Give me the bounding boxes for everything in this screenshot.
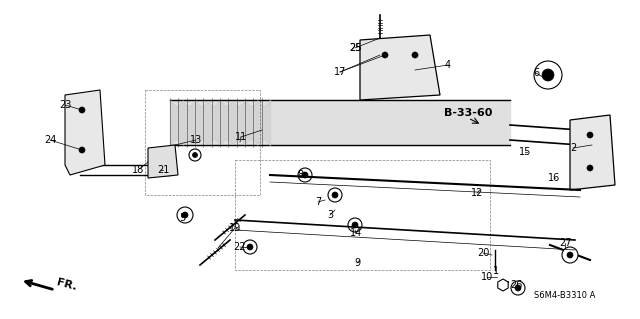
Polygon shape [498,279,508,291]
Text: 9: 9 [354,258,360,268]
Text: 27: 27 [559,238,572,248]
Text: 3: 3 [327,210,333,220]
Text: 16: 16 [548,173,560,183]
Circle shape [511,281,525,295]
Circle shape [587,165,593,171]
Text: 1: 1 [493,266,499,276]
Text: 25: 25 [349,43,361,53]
Text: 18: 18 [132,165,144,175]
Circle shape [534,61,562,89]
Text: 2: 2 [570,143,576,153]
Text: 22: 22 [234,242,246,252]
Circle shape [378,48,392,62]
Text: 13: 13 [190,135,202,145]
Circle shape [302,172,308,178]
Text: FR.: FR. [55,278,77,293]
Text: 26: 26 [510,280,522,290]
Text: 25: 25 [349,43,361,53]
Circle shape [328,188,342,202]
Circle shape [567,252,573,258]
Text: 20: 20 [477,248,489,258]
Polygon shape [570,115,615,190]
Circle shape [412,52,418,58]
Circle shape [332,192,338,198]
Circle shape [247,244,253,250]
Text: S6M4-B3310 A: S6M4-B3310 A [534,292,596,300]
Circle shape [515,285,521,291]
Circle shape [79,107,85,113]
Text: 11: 11 [235,132,247,142]
Text: 23: 23 [59,100,71,110]
Circle shape [182,212,188,218]
Text: 7: 7 [315,197,321,207]
Circle shape [79,147,85,153]
Text: 21: 21 [157,165,169,175]
Text: 5: 5 [179,213,185,223]
Circle shape [189,149,201,161]
Circle shape [587,132,593,138]
Circle shape [352,222,358,228]
Text: B-33-60: B-33-60 [444,108,492,118]
Circle shape [177,207,193,223]
Circle shape [348,218,362,232]
Text: 4: 4 [445,60,451,70]
Text: 17: 17 [334,67,346,77]
Text: 15: 15 [519,147,531,157]
Circle shape [243,240,257,254]
Circle shape [408,48,422,62]
Circle shape [298,168,312,182]
Polygon shape [65,90,105,175]
Circle shape [562,247,578,263]
Text: 10: 10 [481,272,493,282]
Circle shape [542,69,554,81]
Text: 19: 19 [229,223,241,233]
Polygon shape [148,145,178,178]
Text: 24: 24 [44,135,56,145]
Text: 8: 8 [297,170,303,180]
Circle shape [75,103,89,117]
Polygon shape [360,35,440,100]
Circle shape [382,52,388,58]
Circle shape [193,152,198,158]
Text: 12: 12 [471,188,483,198]
Text: 14: 14 [350,228,362,238]
Text: 6: 6 [533,68,539,78]
Circle shape [75,143,89,157]
Circle shape [583,128,597,142]
Circle shape [583,161,597,175]
